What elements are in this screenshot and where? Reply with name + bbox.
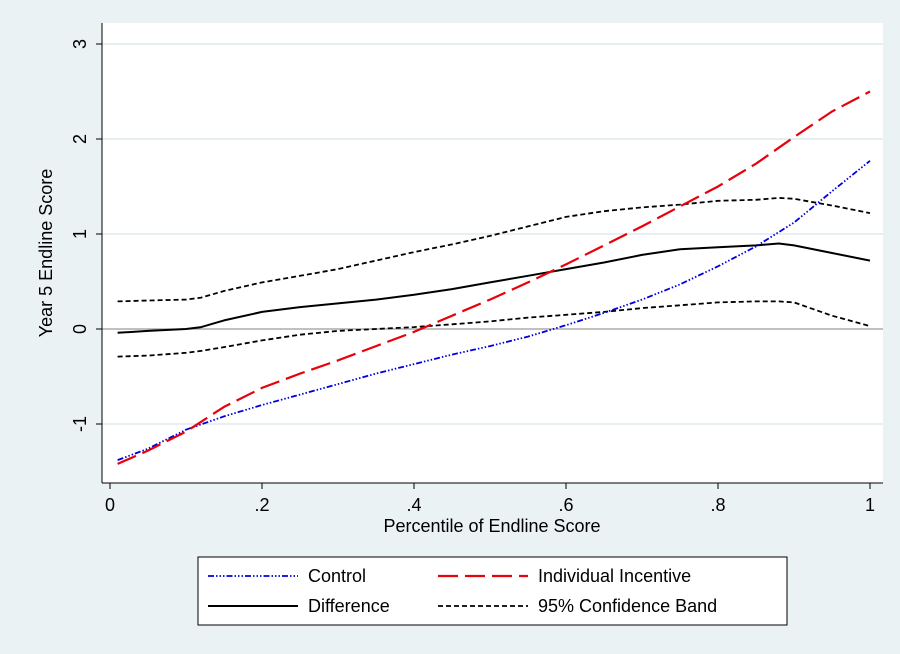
legend-label-0: Control — [308, 566, 366, 586]
x-tick-label-4: .8 — [710, 495, 725, 515]
legend: Control Individual Incentive Difference 95%… — [197, 556, 788, 626]
series-line-2 — [117, 242, 871, 334]
y-tick-label-1: 0 — [70, 324, 90, 334]
y-tick-label-4: 3 — [70, 39, 90, 49]
y-tick-label-0: -1 — [70, 416, 90, 432]
y-tick-label-3: 2 — [70, 134, 90, 144]
plot-area — [102, 23, 883, 483]
x-tick-label-1: .2 — [254, 495, 269, 515]
y-tick-label-2: 1 — [70, 229, 90, 239]
x-axis-ticks: 0 .2 .4 .6 .8 1 — [105, 483, 875, 515]
series-line-0 — [117, 160, 871, 461]
x-tick-label-3: .6 — [558, 495, 573, 515]
legend-label-1: Individual Incentive — [538, 566, 691, 586]
x-axis-title: Percentile of Endline Score — [383, 516, 600, 536]
series-layer — [117, 90, 871, 465]
legend-label-2: Difference — [308, 596, 390, 616]
series-line-1 — [117, 90, 871, 465]
x-tick-label-5: 1 — [865, 495, 875, 515]
y-axis-ticks: -1 0 1 2 3 — [70, 39, 102, 432]
series-line-4 — [117, 300, 871, 358]
series-line-3 — [117, 196, 871, 303]
legend-box — [197, 556, 788, 626]
x-tick-label-2: .4 — [406, 495, 421, 515]
x-tick-label-0: 0 — [105, 495, 115, 515]
legend-label-3: 95% Confidence Band — [538, 596, 717, 616]
grid-lines — [102, 43, 883, 425]
y-axis-title: Year 5 Endline Score — [36, 169, 56, 337]
